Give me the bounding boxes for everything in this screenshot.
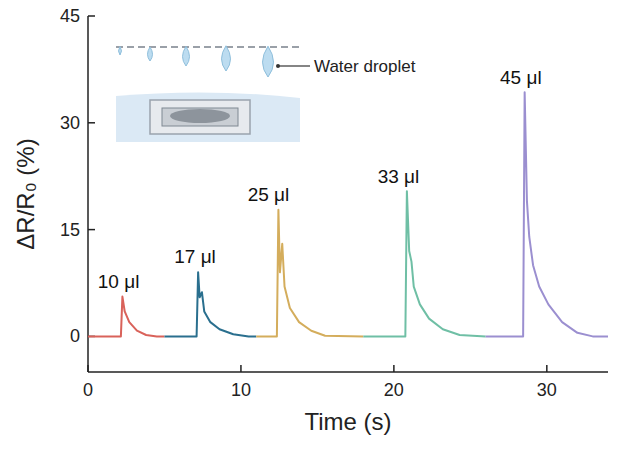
inset-disc [170, 109, 230, 123]
y-axis-title: ΔR/R₀ (%) [12, 138, 39, 249]
y-tick [88, 229, 95, 231]
series-line [164, 272, 256, 336]
y-tick-label: 0 [70, 326, 80, 346]
y-tick-label: 45 [60, 6, 80, 26]
x-tick [546, 365, 548, 372]
x-tick-label: 10 [231, 380, 251, 400]
series-line [88, 297, 164, 337]
series-line [256, 210, 363, 337]
inset-label: Water droplet [314, 57, 416, 76]
y-tick [88, 122, 95, 124]
x-tick-label: 20 [384, 380, 404, 400]
inset-membrane [162, 108, 238, 126]
series-line [363, 191, 485, 336]
x-tick-label: 30 [537, 380, 557, 400]
annotation: 10 μl [98, 271, 140, 292]
inset-dash [116, 46, 300, 48]
y-tick-label: 15 [60, 220, 80, 240]
x-tick-label: 0 [83, 380, 93, 400]
x-axis-title: Time (s) [304, 408, 391, 435]
inset-droplet [263, 46, 274, 77]
annotation: 45 μl [500, 67, 542, 88]
inset-droplet [183, 46, 190, 66]
inset-leader [278, 65, 310, 66]
inset-droplet [222, 46, 231, 71]
chart: Water droplet 0 10 20 30 0 15 30 45 Time (s) ΔR/R₀… [0, 0, 620, 450]
x-tick [87, 365, 89, 372]
inset-sensor [150, 100, 250, 134]
annotation: 17 μl [174, 246, 216, 267]
series-line [486, 92, 608, 336]
annotation: 33 μl [378, 166, 420, 187]
x-tick [240, 365, 242, 372]
annotation: 25 μl [248, 184, 290, 205]
inset: Water droplet [116, 46, 416, 142]
inset-dot [276, 64, 280, 68]
y-tick [88, 15, 95, 17]
x-tick [393, 365, 395, 372]
plot-area [88, 92, 608, 336]
x-axis [88, 371, 608, 373]
inset-droplet [119, 47, 122, 55]
y-tick-label: 30 [60, 113, 80, 133]
inset-water [116, 92, 300, 142]
y-axis [87, 16, 89, 372]
inset-droplet [148, 47, 153, 61]
